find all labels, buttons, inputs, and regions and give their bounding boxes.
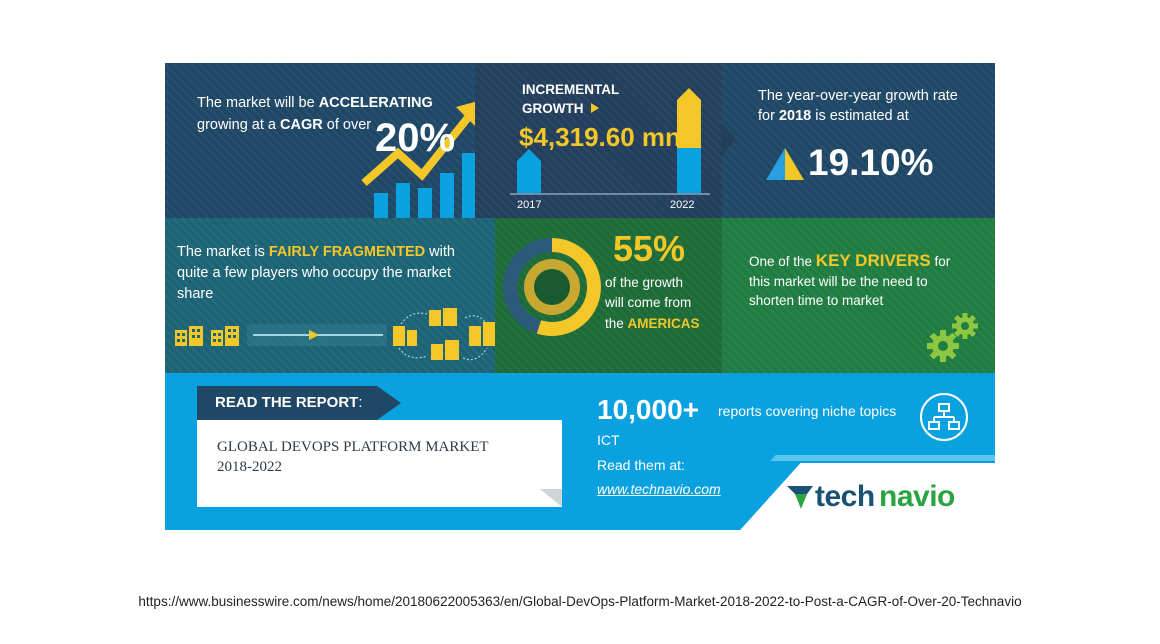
buildings-consolidation-icon	[175, 308, 495, 361]
fragmented-text-line1: The market is FAIRLY FRAGMENTED with	[177, 244, 455, 260]
incremental-growth-panel: INCREMENTAL GROWTH $4,319.60 mn 2017 202…	[475, 63, 722, 218]
donut-chart-icon	[503, 238, 601, 336]
play-triangle-icon	[591, 103, 600, 113]
drivers-text-line2: this market will be the need to	[749, 274, 928, 289]
read-them-label: Read them at:	[597, 457, 685, 473]
bar-2022-cap	[677, 88, 701, 100]
yoy-growth-panel: The year-over-year growth rate for 2018 …	[722, 63, 995, 218]
fragmented-panel: The market is FAIRLY FRAGMENTED with qui…	[165, 218, 495, 373]
corner-stripe	[770, 455, 995, 461]
americas-text-line1: of the growth	[605, 275, 684, 290]
technavio-logo[interactable]: tech navio	[787, 478, 967, 518]
network-icon	[920, 393, 968, 441]
triangle-up-icon	[766, 148, 804, 180]
category-label: ICT	[597, 432, 620, 448]
technavio-logo-mark-icon	[787, 486, 813, 509]
incremental-label-line1: INCREMENTAL	[522, 82, 620, 97]
axis-line	[510, 193, 710, 195]
logo-text-tech: tech	[815, 480, 875, 513]
report-title-line1: GLOBAL DEVOPS PLATFORM MARKET	[217, 439, 489, 455]
yoy-text-line1: The year-over-year growth rate	[758, 88, 958, 104]
logo-text-navio: navio	[879, 480, 955, 513]
yoy-text-line2: for 2018 is estimated at	[758, 108, 909, 124]
americas-value: 55%	[613, 228, 686, 269]
report-title-line2: 2018-2022	[217, 459, 282, 475]
incremental-label-line2: GROWTH	[522, 101, 600, 116]
yoy-value: 19.10%	[808, 142, 934, 183]
fragmented-text-line2: quite a few players who occupy the marke…	[177, 265, 452, 281]
reports-text: reports covering niche topics	[718, 403, 897, 419]
key-drivers-panel: One of the KEY DRIVERS for this market w…	[722, 218, 995, 373]
incremental-value: $4,319.60 mn	[519, 122, 681, 152]
infographic: The market will be ACCELERATING growing …	[165, 63, 995, 530]
drivers-text-line3: shorten time to market	[749, 293, 884, 308]
americas-text-line3: the AMERICAS	[605, 316, 700, 331]
fragmented-text-line3: share	[177, 286, 214, 302]
cagr-text-line2: growing at a CAGR of over	[197, 117, 372, 133]
panel-pointer	[722, 123, 736, 155]
year-start-label: 2017	[517, 199, 542, 211]
bar-2022-top	[677, 100, 701, 148]
source-url: https://www.businesswire.com/news/home/2…	[138, 594, 1022, 609]
year-end-label: 2022	[670, 199, 695, 211]
bar-2022-bottom	[677, 148, 701, 193]
read-report-label: READ THE REPORT:	[215, 394, 363, 411]
technavio-link[interactable]: www.technavio.com	[597, 481, 721, 497]
cagr-panel: The market will be ACCELERATING growing …	[165, 63, 475, 218]
page-curl	[540, 489, 562, 507]
report-title-card	[197, 420, 562, 507]
gears-icon	[927, 313, 978, 362]
read-report-banner-tip	[377, 386, 401, 420]
americas-panel: 55% of the growth will come from the AME…	[495, 218, 722, 373]
growth-bars-chart-icon	[361, 101, 475, 218]
reports-count: 10,000+	[597, 394, 699, 425]
bar-2017-cap	[517, 149, 541, 161]
read-report-banner	[197, 386, 377, 420]
drivers-text-line1: One of the KEY DRIVERS for	[749, 251, 951, 270]
bar-2017	[517, 161, 541, 193]
report-section: READ THE REPORT: GLOBAL DEVOPS PLATFORM …	[165, 373, 995, 530]
cagr-text-line1: The market will be ACCELERATING	[197, 95, 433, 111]
americas-text-line2: will come from	[605, 295, 692, 310]
cagr-value: 20%	[375, 116, 456, 160]
